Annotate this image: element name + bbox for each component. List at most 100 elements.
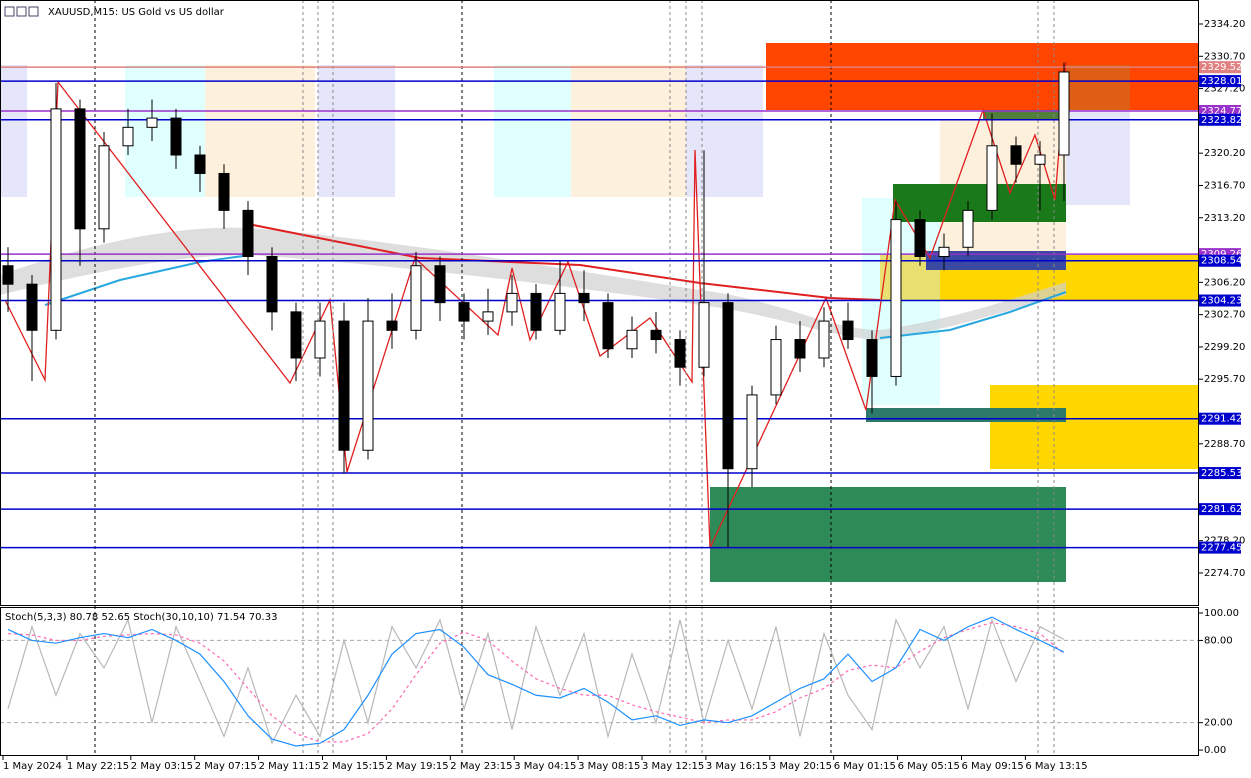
x-tick-label: 2 May 03:15: [131, 761, 193, 772]
level-label: 2281.62: [1201, 504, 1242, 515]
candle-body: [290, 311, 302, 359]
moving-average: [44, 254, 251, 306]
level-label: 2328.01: [1201, 76, 1242, 87]
candle-body: [938, 246, 950, 258]
y-tick-label: 100.00: [1204, 608, 1239, 619]
candle-body: [410, 265, 422, 331]
candle-body: [74, 108, 86, 230]
demand-zone: [990, 385, 1198, 469]
candle-body: [842, 320, 854, 341]
level-label-bg: [1199, 541, 1241, 554]
y-tick-label: 2320.20: [1204, 148, 1245, 159]
level-label-bg: [1199, 467, 1241, 480]
level-label: 2309.26: [1201, 249, 1242, 260]
y-tick-label: 2288.70: [1204, 439, 1245, 450]
x-tick-label: 6 May 09:15: [962, 761, 1024, 772]
level-label: 2323.82: [1201, 115, 1242, 126]
order-block: [893, 184, 1066, 222]
x-tick-label: 2 May 23:15: [450, 761, 512, 772]
x-tick-label: 6 May 13:15: [1025, 761, 1087, 772]
x-tick-label: 3 May 04:15: [514, 761, 576, 772]
level-label-bg: [1199, 294, 1241, 307]
level-label: 2308.54: [1201, 256, 1242, 267]
x-tick-label: 3 May 16:15: [706, 761, 768, 772]
stoch-line: [7, 622, 1065, 743]
candle-body: [170, 117, 182, 156]
candle-body: [746, 394, 758, 470]
level-label: 2304.23: [1201, 296, 1242, 307]
stoch-line: [7, 617, 1065, 745]
candle-body: [674, 339, 686, 368]
level-label-bg: [1199, 254, 1241, 267]
candle-body: [242, 209, 254, 258]
level-label: 2329.52: [1201, 62, 1242, 73]
icon: [4, 6, 15, 17]
candle-body: [50, 108, 62, 331]
level-label-bg: [1199, 61, 1241, 74]
y-tick-label: 2306.20: [1204, 277, 1245, 288]
order-block: [983, 110, 1066, 120]
session-band: [686, 65, 763, 197]
y-tick-label: 2274.70: [1204, 568, 1245, 579]
candle-body: [146, 117, 158, 128]
session-band: [125, 65, 205, 197]
candle-body: [530, 292, 542, 331]
x-tick-label: 2 May 19:15: [386, 761, 448, 772]
candle-body: [578, 292, 590, 304]
indicator-title: Stoch(5,3,3) 80.78 52.65 Stoch(30,10,10)…: [5, 612, 277, 623]
candle-body: [434, 265, 446, 304]
candle-body: [698, 302, 710, 368]
candle-body: [650, 329, 662, 341]
y-tick-label: 80.00: [1204, 635, 1233, 646]
candle-body: [794, 339, 806, 359]
candle-body: [338, 320, 350, 451]
x-tick-label: 3 May 20:15: [770, 761, 832, 772]
session-band: [318, 65, 395, 197]
candle-body: [2, 265, 14, 285]
x-tick-label: 2 May 07:15: [195, 761, 257, 772]
supply-zone: [766, 43, 1198, 110]
order-block: [710, 487, 1066, 582]
candle-body: [554, 292, 566, 331]
candle-body: [314, 320, 326, 359]
x-tick-label: 6 May 01:15: [834, 761, 896, 772]
y-tick-label: 2302.70: [1204, 310, 1245, 321]
candle-body: [890, 219, 902, 377]
y-tick-label: 2316.70: [1204, 180, 1245, 191]
candle-body: [962, 209, 974, 248]
y-tick-label: 2313.20: [1204, 213, 1245, 224]
chart-title: XAUUSD,M15: US Gold vs US dollar: [48, 7, 225, 18]
level-label-bg: [1199, 412, 1241, 425]
candle-body: [818, 320, 830, 359]
zones: [0, 0, 1198, 755]
icon: [28, 6, 39, 17]
level-label-bg: [1199, 75, 1241, 88]
candle-body: [866, 339, 878, 377]
x-tick-label: 3 May 12:15: [642, 761, 704, 772]
level-label-bg: [1199, 113, 1241, 126]
level-label-bg: [1199, 503, 1241, 516]
candle-body: [98, 145, 110, 230]
candle-body: [1010, 145, 1022, 165]
candle-body: [986, 145, 998, 211]
candle-body: [482, 311, 494, 322]
candle-body: [506, 292, 518, 313]
x-tick-label: 1 May 2024: [3, 761, 62, 772]
order-block: [866, 408, 1066, 422]
candle-body: [122, 126, 134, 147]
x-tick-label: 6 May 05:15: [898, 761, 960, 772]
y-tick-label: 2278.20: [1204, 536, 1245, 547]
candle-body: [1034, 154, 1046, 165]
y-tick-label: 20.00: [1204, 718, 1233, 729]
supply-zone: [1066, 65, 1130, 110]
icon: [16, 6, 27, 17]
candle-body: [722, 302, 734, 470]
candle-body: [26, 283, 38, 331]
level-label: 2291.42: [1201, 414, 1242, 425]
candle-body: [914, 219, 926, 258]
session-band: [494, 65, 571, 197]
session-band: [571, 65, 686, 197]
ma-cloud: [0, 227, 1066, 340]
x-tick-label: 2 May 11:15: [259, 761, 321, 772]
x-tick-label: 1 May 22:15: [67, 761, 129, 772]
